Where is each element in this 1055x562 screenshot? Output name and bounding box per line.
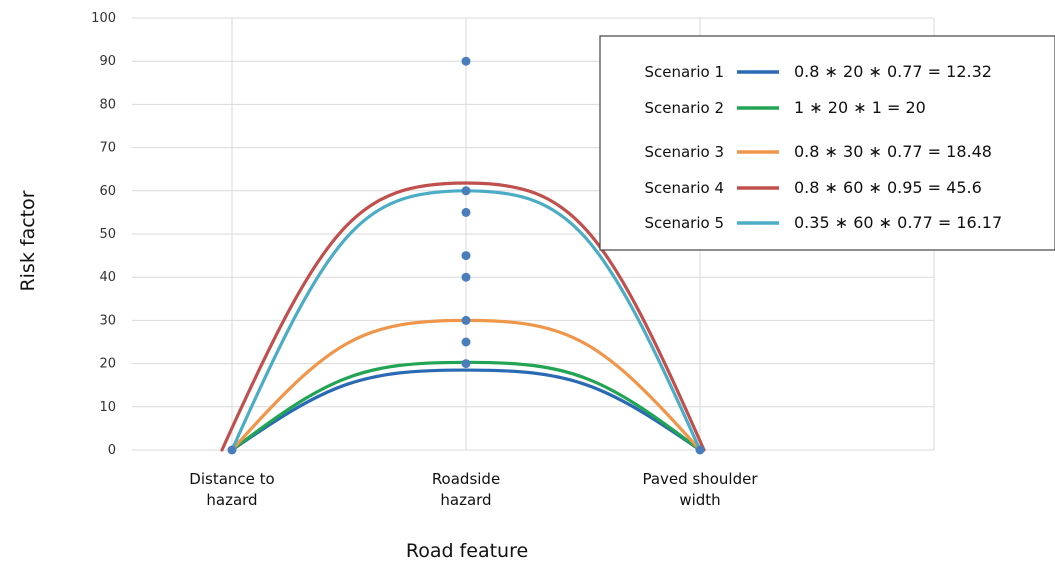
- x-category-label: Distance to hazard: [189, 470, 274, 509]
- x-category-label: Paved shoulder width: [642, 470, 758, 509]
- y-tick-label: 50: [99, 227, 116, 242]
- y-axis-title: Risk factor: [17, 190, 39, 291]
- legend-series-name: Scenario 3: [644, 143, 724, 161]
- legend: Scenario 1 0.8 ∗ 20 ∗ 0.77 = 12.32Scenari…: [599, 35, 1055, 251]
- x-category-label-line: Distance to: [189, 470, 274, 488]
- x-category-labels: Distance to hazard Roadside hazard Paved sho…: [189, 470, 758, 509]
- legend-formula: 0.8 ∗ 30 ∗ 0.77 = 18.48: [794, 142, 992, 161]
- x-axis-title: Road feature: [406, 540, 528, 562]
- x-category-label-line: width: [679, 491, 720, 509]
- series-line-scenario-1: [230, 368, 702, 452]
- y-tick-label: 60: [99, 184, 116, 199]
- y-tick-label: 100: [91, 11, 116, 26]
- y-tick-label: 30: [99, 313, 116, 328]
- y-tick-labels: 0 10 20 30 40 50 60 70 80 90 100: [91, 11, 116, 458]
- data-point: [461, 359, 471, 369]
- x-category-label-line: Roadside: [432, 470, 500, 488]
- y-tick-label: 90: [99, 54, 116, 69]
- x-category-label-line: hazard: [206, 491, 257, 509]
- y-tick-label: 0: [108, 443, 116, 458]
- y-tick-label: 80: [99, 97, 116, 112]
- y-tick-label: 20: [99, 357, 116, 372]
- data-point: [461, 272, 471, 282]
- legend-formula: 0.35 ∗ 60 ∗ 0.77 = 16.17: [794, 213, 1002, 232]
- y-tick-label: 10: [99, 400, 116, 415]
- data-point: [227, 445, 237, 455]
- x-category-label: Roadside hazard: [432, 470, 500, 509]
- series-line-scenario-4: [220, 181, 706, 452]
- data-points: [227, 56, 705, 455]
- legend-series-name: Scenario 4: [644, 179, 724, 197]
- data-point: [461, 337, 471, 347]
- legend-items: Scenario 1 0.8 ∗ 20 ∗ 0.77 = 12.32Scenari…: [644, 62, 1002, 232]
- legend-formula: 0.8 ∗ 60 ∗ 0.95 = 45.6: [794, 178, 982, 197]
- legend-entry-scenario-3: Scenario 3 0.8 ∗ 30 ∗ 0.77 = 18.48: [644, 142, 992, 161]
- y-tick-label: 70: [99, 141, 116, 156]
- legend-series-name: Scenario 5: [644, 214, 724, 232]
- legend-entry-scenario-1: Scenario 1 0.8 ∗ 20 ∗ 0.77 = 12.32: [644, 62, 992, 81]
- legend-formula: 1 ∗ 20 ∗ 1 = 20: [794, 98, 926, 117]
- x-category-label-line: hazard: [440, 491, 491, 509]
- y-tick-label: 40: [99, 270, 116, 285]
- legend-entry-scenario-4: Scenario 4 0.8 ∗ 60 ∗ 0.95 = 45.6: [644, 178, 981, 197]
- legend-formula: 0.8 ∗ 20 ∗ 0.77 = 12.32: [794, 62, 992, 81]
- data-point: [461, 251, 471, 261]
- data-point: [461, 315, 471, 325]
- x-category-label-line: Paved shoulder: [642, 470, 758, 488]
- data-point: [461, 207, 471, 217]
- legend-series-name: Scenario 1: [644, 63, 724, 81]
- data-point: [695, 445, 705, 455]
- legend-entry-scenario-2: Scenario 2 1 ∗ 20 ∗ 1 = 20: [644, 98, 925, 117]
- data-point: [461, 186, 471, 196]
- legend-entry-scenario-5: Scenario 5 0.35 ∗ 60 ∗ 0.77 = 16.17: [644, 213, 1002, 232]
- data-point: [461, 56, 471, 66]
- legend-box: [599, 35, 1055, 251]
- legend-series-name: Scenario 2: [644, 99, 724, 117]
